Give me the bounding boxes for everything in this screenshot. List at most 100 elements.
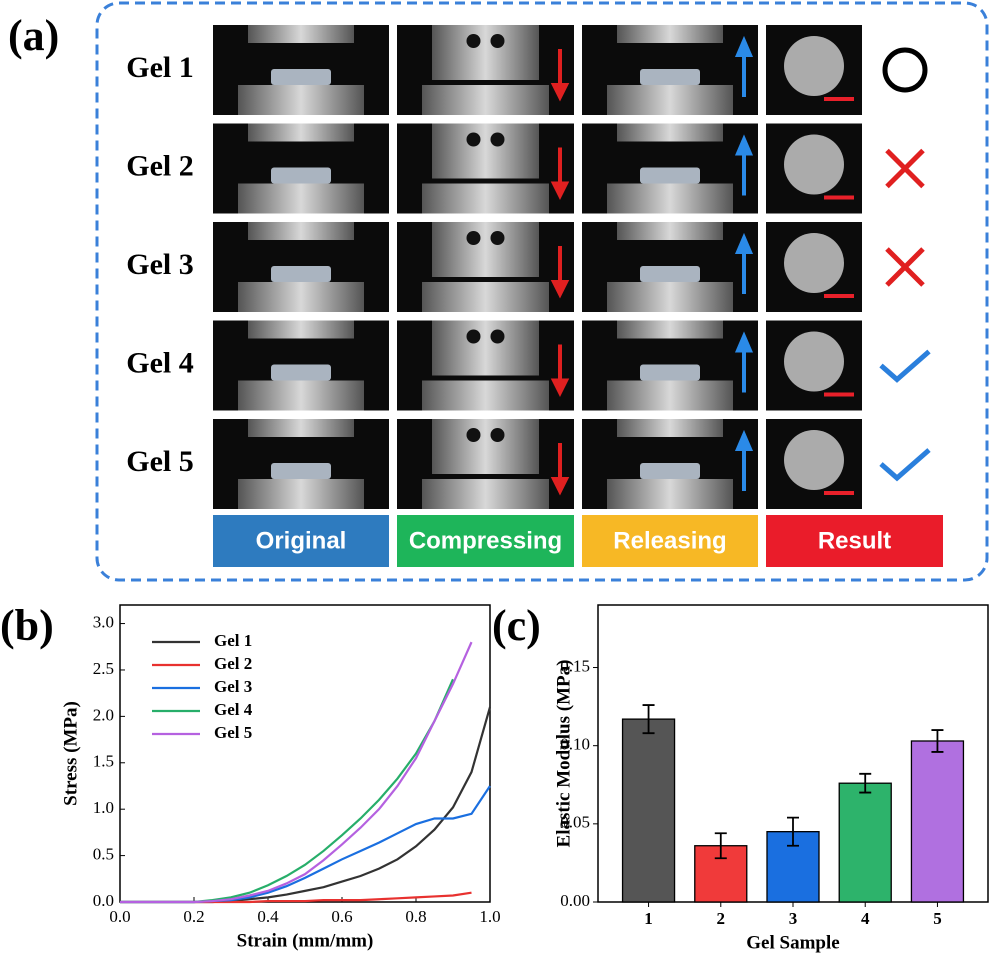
bar xyxy=(910,740,965,903)
sample xyxy=(640,364,700,381)
y-axis-label: Stress (MPa) xyxy=(60,701,81,806)
hole xyxy=(466,329,481,344)
row-label: Gel 5 xyxy=(126,445,194,478)
x-tick-label: 0.2 xyxy=(183,907,204,926)
lower-block xyxy=(422,380,549,411)
result-sample xyxy=(784,233,844,293)
x-tick-label: 2 xyxy=(717,909,726,928)
panel-frame xyxy=(95,1,989,582)
y-axis-label: Elastic Modulus (MPa) xyxy=(553,660,574,848)
lower-block xyxy=(607,282,733,312)
panel-c: 0.00 0.05 0.10 0.15 1 2 3 4 5 Gel Sample Elastic M… xyxy=(553,604,989,953)
line-series xyxy=(120,641,473,904)
hole xyxy=(466,34,481,48)
row-label: Gel 2 xyxy=(126,149,194,182)
lower-block xyxy=(238,282,364,312)
bar xyxy=(621,718,676,903)
lower-block xyxy=(238,380,364,411)
upper-plate xyxy=(617,123,723,142)
panel-label: (b) xyxy=(0,601,54,650)
line-series xyxy=(120,678,455,904)
scale-bar xyxy=(824,97,854,101)
hole xyxy=(490,231,505,245)
line-series xyxy=(120,891,472,904)
upper-plate xyxy=(248,320,354,339)
result-sample xyxy=(784,430,844,490)
x-axis-label: Gel Sample xyxy=(746,932,839,953)
x-tick-label: 5 xyxy=(933,909,942,928)
hole xyxy=(490,329,505,344)
error-bar xyxy=(787,816,799,847)
legend-label: Gel 2 xyxy=(214,654,252,673)
y-tick-label: 2.0 xyxy=(93,705,114,724)
stage-label: Original xyxy=(256,527,347,554)
arrow-up xyxy=(734,232,754,294)
lower-block xyxy=(238,183,364,214)
hole xyxy=(490,34,505,48)
panel-label: (a) xyxy=(8,11,59,60)
lower-block xyxy=(607,479,733,509)
result-icon xyxy=(885,247,925,287)
upper-plate xyxy=(617,320,723,339)
result-icon xyxy=(882,47,928,93)
upper-plate xyxy=(248,123,354,142)
error-bar xyxy=(714,832,727,860)
y-tick-label: 0.00 xyxy=(560,891,590,910)
hole xyxy=(490,428,505,442)
x-tick-label: 3 xyxy=(789,909,798,928)
lower-block xyxy=(422,282,549,312)
lower-block xyxy=(422,85,549,115)
stage-label: Releasing xyxy=(613,527,726,554)
stage-label: Result xyxy=(818,527,891,554)
x-tick-label: 1 xyxy=(644,909,653,928)
panel-b: 0.0 0.2 0.4 0.6 0.8 1.0 0.0 0.5 1.0 1.5 2.0 2.5 3.0 S… xyxy=(60,604,501,951)
sample xyxy=(271,69,331,85)
sample xyxy=(640,69,700,85)
result-icon xyxy=(879,349,931,383)
upper-plate xyxy=(432,25,539,80)
legend-label: Gel 3 xyxy=(214,677,252,696)
panel-label: (c) xyxy=(492,601,541,650)
lower-block xyxy=(422,183,549,214)
row-label: Gel 1 xyxy=(126,51,194,84)
bar xyxy=(838,782,892,903)
row-label: Gel 3 xyxy=(126,248,194,281)
y-tick-label: 0.10 xyxy=(560,735,590,754)
result-icon xyxy=(885,148,925,189)
sample xyxy=(271,167,331,184)
sample xyxy=(271,364,331,381)
legend-label: Gel 1 xyxy=(214,631,252,650)
x-axis-label: Strain (mm/mm) xyxy=(237,930,374,951)
stage-box xyxy=(213,515,389,567)
line-series xyxy=(120,706,492,904)
lower-block xyxy=(238,85,364,115)
sample xyxy=(640,463,700,479)
stage-box xyxy=(766,515,943,567)
y-tick-label: 0.05 xyxy=(560,813,590,832)
hole xyxy=(466,132,481,147)
sample xyxy=(640,167,700,184)
upper-plate xyxy=(432,123,539,179)
upper-plate xyxy=(248,222,354,240)
y-tick-label: 0.15 xyxy=(560,656,590,675)
arrow-down xyxy=(550,344,570,397)
x-tick-label: 4 xyxy=(861,909,870,928)
error-bar xyxy=(859,772,872,794)
lower-block xyxy=(422,479,549,509)
upper-plate xyxy=(432,320,539,376)
hole xyxy=(490,132,505,147)
result-sample xyxy=(784,134,844,195)
lower-block xyxy=(238,479,364,509)
upper-plate xyxy=(248,419,354,437)
plot-frame xyxy=(119,604,491,903)
lower-block xyxy=(607,85,733,115)
upper-plate xyxy=(617,25,723,43)
stage-label: Compressing xyxy=(409,527,562,554)
x-tick-label: 0.8 xyxy=(405,907,426,926)
y-tick-label: 1.5 xyxy=(93,752,114,771)
lower-block xyxy=(607,380,733,411)
legend-label: Gel 4 xyxy=(214,700,253,719)
stage-box xyxy=(397,515,574,567)
upper-plate xyxy=(248,25,354,43)
